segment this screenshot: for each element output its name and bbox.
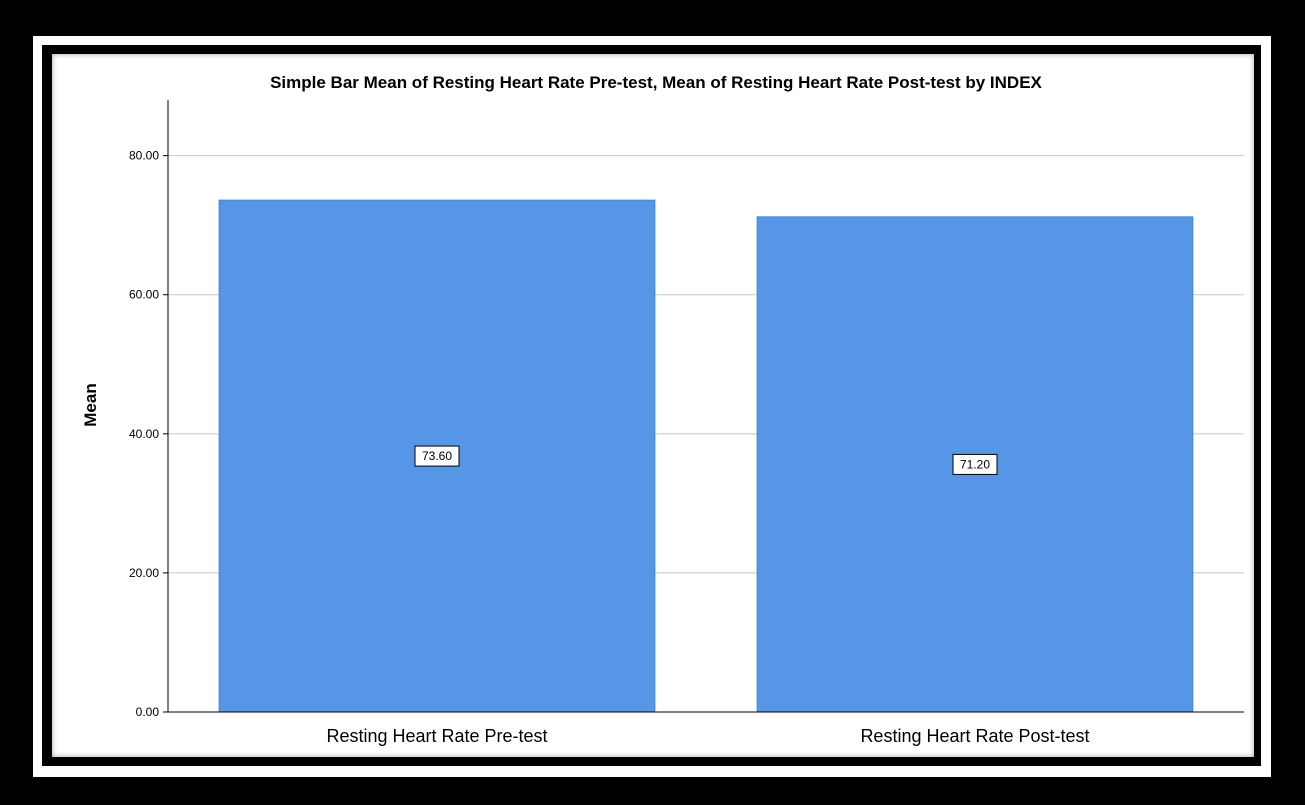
x-tick-label: Resting Heart Rate Pre-test (326, 726, 547, 746)
y-tick-label: 80.00 (129, 149, 159, 163)
bars (218, 199, 1194, 713)
x-tick-label: Resting Heart Rate Post-test (860, 726, 1089, 746)
data-label-box (952, 453, 998, 475)
chart-title: Simple Bar Mean of Resting Heart Rate Pr… (270, 73, 1042, 92)
data-label: 73.60 (422, 449, 452, 463)
data-label-box (414, 445, 460, 467)
y-tick-label: 40.00 (129, 427, 159, 441)
labels: 0.00 20.00 40.00 60.00 80.00 73.60 Resting Hea… (129, 149, 1090, 746)
y-tick-label: 20.00 (129, 566, 159, 580)
y-tick-label: 0.00 (136, 705, 160, 719)
data-label: 71.20 (960, 457, 990, 471)
y-tick-label: 60.00 (129, 288, 159, 302)
y-axis-label: Mean (81, 383, 100, 426)
axes (163, 100, 1244, 713)
